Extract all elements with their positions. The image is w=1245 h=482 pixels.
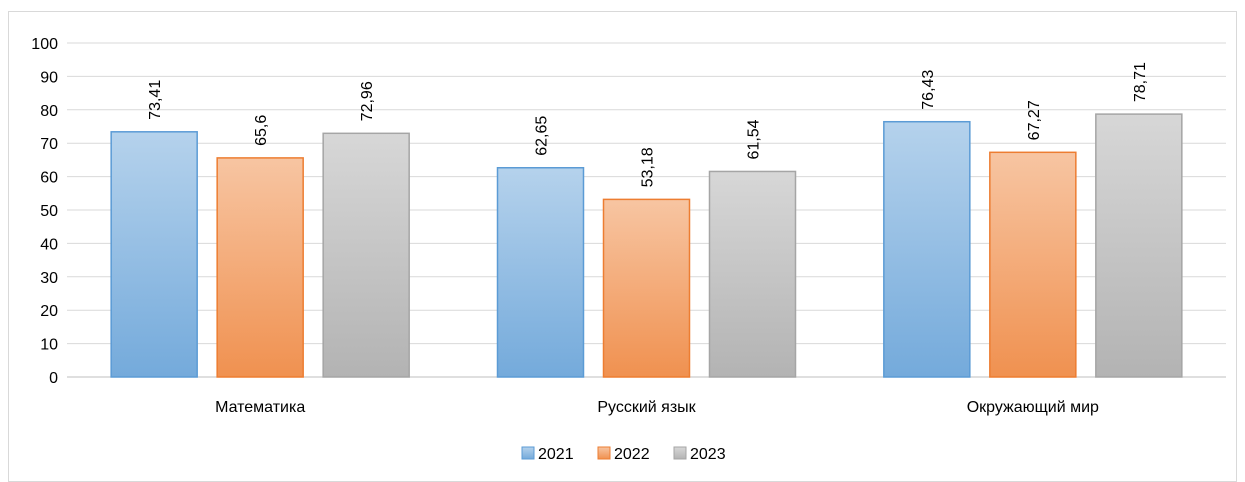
category-label: Русский язык [597, 399, 696, 416]
y-tick-label: 0 [49, 370, 58, 387]
y-tick-label: 80 [40, 103, 58, 120]
category-label: Математика [215, 399, 305, 416]
data-label: 65,6 [253, 115, 270, 146]
data-label: 72,96 [359, 81, 376, 121]
y-tick-label: 40 [40, 236, 58, 253]
bar-2022-3 [989, 151, 1077, 378]
bars [110, 113, 1183, 378]
data-label: 62,65 [534, 116, 551, 156]
legend-label: 2021 [538, 446, 574, 463]
y-axis-ticks: 0 10 20 30 40 50 60 70 80 90 100 [31, 36, 58, 387]
y-tick-label: 30 [40, 270, 58, 287]
data-label: 76,43 [920, 70, 937, 110]
data-label: 61,54 [746, 119, 763, 159]
legend-swatch [521, 446, 535, 460]
y-tick-label: 50 [40, 203, 58, 220]
y-tick-label: 10 [40, 337, 58, 354]
bar-2023-3 [1095, 113, 1183, 378]
x-axis-categories: Математика Русский язык Окружающий мир [215, 399, 1099, 416]
legend-label: 2022 [614, 446, 650, 463]
data-labels: 73,41 65,6 72,96 62,65 53,18 61,54 76,43 67,27 7… [147, 62, 1149, 187]
bar-2021-3 [883, 120, 971, 378]
y-tick-label: 60 [40, 170, 58, 187]
legend-label: 2023 [690, 446, 726, 463]
bar-2022-1 [216, 157, 304, 378]
data-label: 78,71 [1132, 62, 1149, 102]
y-tick-label: 90 [40, 69, 58, 86]
legend-swatch [597, 446, 611, 460]
data-label: 67,27 [1026, 100, 1043, 140]
bar-2022-2 [602, 198, 691, 378]
legend: 2021 2022 2023 [521, 446, 726, 463]
bar-2023-1 [322, 132, 410, 378]
data-label: 73,41 [147, 80, 164, 120]
y-tick-label: 100 [31, 36, 58, 53]
legend-swatch [673, 446, 687, 460]
category-label: Окружающий мир [967, 399, 1099, 416]
y-tick-label: 20 [40, 303, 58, 320]
y-tick-label: 70 [40, 136, 58, 153]
bar-2021-1 [110, 131, 198, 378]
data-label: 53,18 [640, 147, 657, 187]
bar-2021-2 [496, 166, 585, 378]
bar-2023-2 [708, 170, 797, 378]
